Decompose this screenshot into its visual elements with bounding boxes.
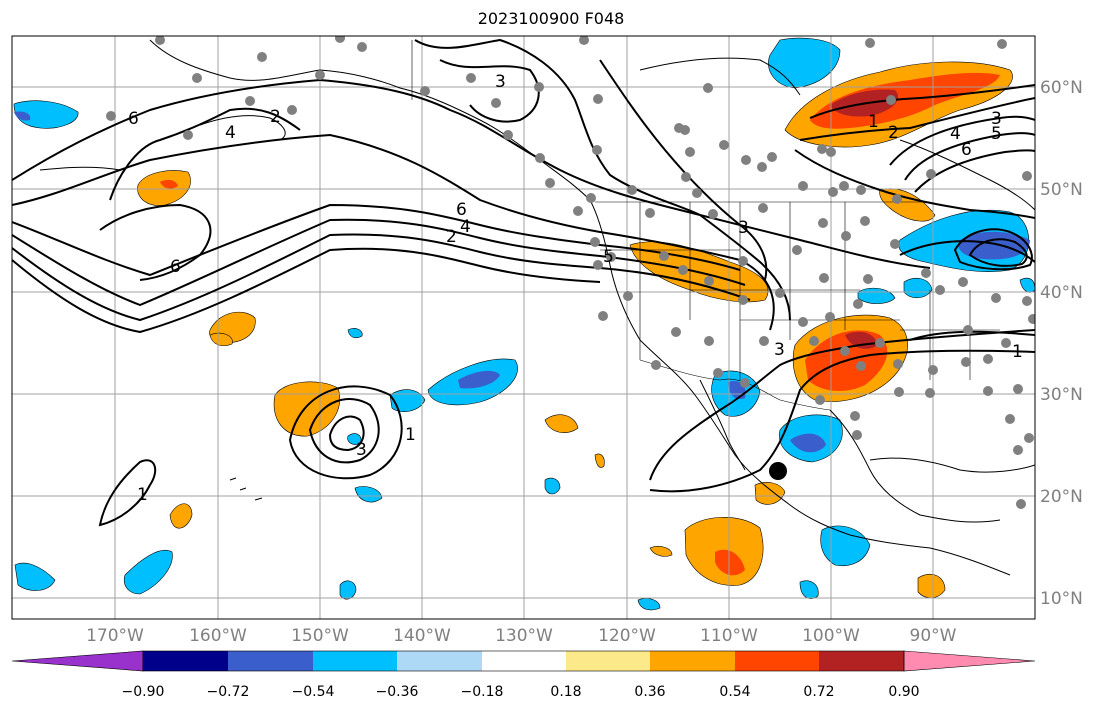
colorbar-tick-label: −0.36	[376, 684, 419, 700]
colorbar-outline	[142, 650, 905, 672]
colorbar-tick-label: 0.36	[634, 684, 665, 700]
lon-label: 150°W	[291, 626, 349, 646]
lat-label: 60°N	[1040, 78, 1083, 98]
colorbar-segment	[143, 651, 228, 671]
colorbar-segment	[650, 651, 735, 671]
contour-label: 5	[603, 247, 614, 267]
lat-label: 40°N	[1040, 283, 1083, 303]
lat-label: 20°N	[1040, 487, 1083, 507]
lat-label: 30°N	[1040, 385, 1083, 405]
contour-label: 1	[137, 485, 148, 505]
contour-label: 4	[460, 217, 471, 237]
lon-label: 130°W	[495, 626, 553, 646]
lon-label: 120°W	[598, 626, 656, 646]
contour-label: 3	[991, 109, 1002, 129]
colorbar-tick-label: 0.72	[803, 684, 834, 700]
colorbar-tick-label: −0.90	[122, 684, 165, 700]
colorbar-tick-label: −0.18	[461, 684, 504, 700]
colorbar-tick-label: 0.54	[719, 684, 750, 700]
contour-label: 2	[888, 123, 899, 143]
colorbar-segment	[819, 651, 904, 671]
location-marker	[769, 462, 787, 480]
lon-label: 140°W	[393, 626, 451, 646]
contour-label: 4	[950, 124, 961, 144]
contour-label: 6	[128, 109, 139, 129]
contour-label: 3	[356, 440, 367, 460]
colorbar-segment	[482, 651, 566, 671]
colorbar-extend-min	[11, 650, 144, 672]
graticule	[12, 36, 1035, 619]
colorbar-tick-label: 0.18	[550, 684, 581, 700]
contour-label: 4	[225, 123, 236, 143]
contour-label: 2	[446, 227, 457, 247]
contour-label: 6	[170, 257, 181, 277]
contour-label: 1	[868, 112, 879, 132]
plot-title: 2023100900 F048	[477, 9, 625, 28]
lat-label: 50°N	[1040, 180, 1083, 200]
lon-label: 90°W	[910, 626, 957, 646]
coastlines	[39, 39, 1035, 576]
contour-label: 1	[1012, 342, 1023, 362]
contour-label: 3	[774, 340, 785, 360]
lon-label: 160°W	[189, 626, 247, 646]
lon-axis: 170°W 160°W 150°W 140°W 130°W 120°W 110°…	[86, 626, 957, 646]
contour-labels: 6 4 2 6 3 6 4 2 5 3 3 1 1 3 1 2 3 4 5 6 …	[128, 72, 1023, 505]
lon-label: 100°W	[802, 626, 860, 646]
lon-label: 170°W	[86, 626, 144, 646]
colorbar-segment	[313, 651, 397, 671]
colorbar-segment	[228, 651, 313, 671]
contour-label: 3	[495, 72, 506, 92]
colorbar-tick-label: −0.72	[207, 684, 250, 700]
colorbar-segment	[397, 651, 482, 671]
contour-label: 3	[738, 218, 749, 238]
colorbar-tick-label: 0.90	[888, 684, 919, 700]
colorbar-segment	[566, 651, 650, 671]
station-dots	[106, 36, 1035, 509]
map-border	[11, 35, 1036, 620]
lon-label: 110°W	[700, 626, 758, 646]
colorbar-segment	[735, 651, 819, 671]
contour-label: 6	[456, 200, 467, 220]
height-contours	[12, 38, 1035, 527]
contour-label: 2	[270, 107, 281, 127]
contour-label: 1	[405, 425, 416, 445]
colorbar	[11, 650, 1036, 672]
colorbar-extend-max	[903, 650, 1036, 672]
contour-label: 5	[991, 124, 1002, 144]
lat-axis: 60°N 50°N 40°N 30°N 20°N 10°N	[1040, 78, 1083, 609]
colorbar-labels: −0.90 −0.72 −0.54 −0.36 −0.18 0.18 0.36 …	[122, 684, 920, 700]
colorbar-tick-label: −0.54	[292, 684, 335, 700]
lat-label: 10°N	[1040, 589, 1083, 609]
contour-label: 6	[961, 140, 972, 160]
